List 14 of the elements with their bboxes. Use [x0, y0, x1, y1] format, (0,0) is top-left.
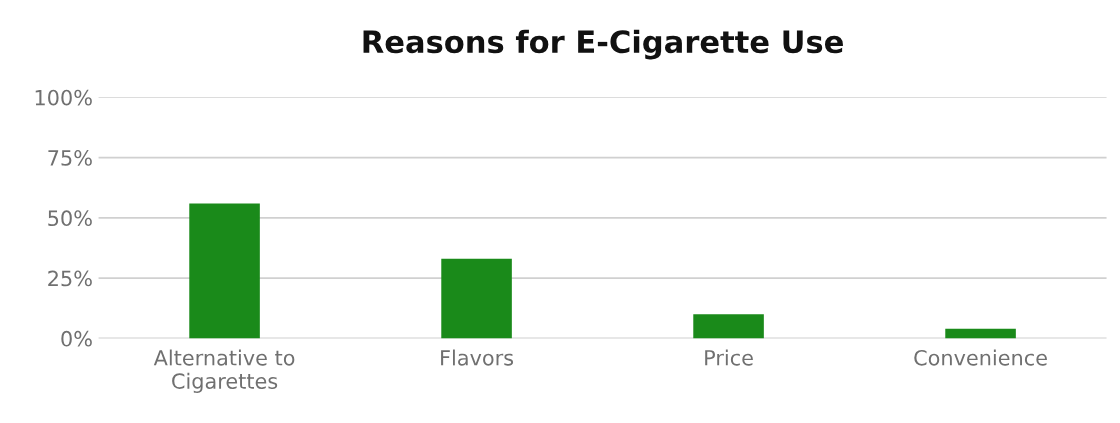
x-tick-label: Price: [705, 349, 753, 366]
y-tick-label: 75%: [48, 150, 92, 166]
y-tick-label: 100%: [35, 89, 92, 106]
chart-title: Reasons for E-Cigarette Use: [363, 29, 843, 60]
y-tick-label: 25%: [48, 270, 92, 287]
x-tick-label: Alternative to Cigarettes: [153, 349, 295, 393]
y-tick-label: 0%: [61, 330, 92, 347]
bar: [189, 203, 260, 339]
bar: [945, 328, 1016, 339]
y-tick-label: 50%: [48, 210, 92, 227]
x-tick-label: Convenience: [914, 349, 1047, 366]
bar: [441, 258, 512, 339]
x-tick-label: Flavors: [441, 349, 514, 366]
bar: [693, 314, 764, 339]
